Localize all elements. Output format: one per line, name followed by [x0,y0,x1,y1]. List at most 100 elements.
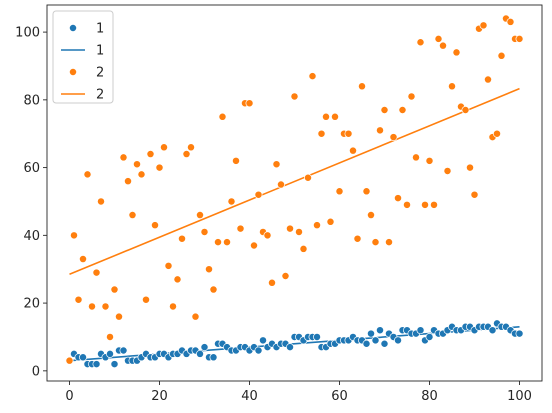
point-series-2 [187,143,195,152]
point-series-2 [65,356,74,365]
point-series-2 [101,302,110,311]
point-series-2 [214,238,222,247]
point-series-2 [106,333,114,341]
point-series-2 [245,99,254,108]
point-series-2 [223,238,231,247]
point-series-2 [263,231,272,240]
point-series-2 [367,211,375,219]
point-series-2 [470,190,479,199]
point-series-2 [439,41,447,50]
point-series-2 [124,177,132,186]
x-tick-label: 60 [331,389,348,404]
point-series-2 [398,106,407,114]
point-series-2 [443,167,452,175]
point-series-1 [110,360,119,369]
legend-label: 1 [96,22,104,37]
x-axis: 0 20 40 60 80 100 [65,381,532,404]
point-series-2 [299,244,308,253]
point-series-2 [317,129,326,138]
point-series-2 [236,224,245,233]
point-series-1 [376,326,384,335]
y-tick-label: 80 [23,93,40,108]
point-series-1 [200,343,209,352]
point-series-2 [335,187,344,196]
point-series-1 [286,343,294,352]
point-series-2 [331,112,339,121]
point-series-2 [434,34,443,43]
point-series-2 [281,272,290,280]
point-series-1 [488,326,497,335]
point-series-2 [191,312,200,321]
point-series-2 [515,34,524,43]
point-series-2 [322,112,330,121]
point-series-2 [380,106,389,114]
point-series-2 [137,170,146,179]
point-series-2 [448,82,456,91]
point-series-2 [452,48,461,57]
point-series-2 [272,160,281,169]
point-series-2 [308,72,317,81]
y-tick-label: 40 [23,229,40,244]
plot-marks [65,14,524,369]
point-series-2 [182,150,191,158]
point-series-1 [92,360,101,369]
point-series-2 [133,160,141,169]
point-series-2 [344,129,353,138]
point-series-2 [304,173,312,182]
legend-label: 2 [96,88,104,103]
point-series-2 [250,241,258,250]
point-series-1 [313,333,321,341]
legend-box [52,10,114,104]
point-series-2 [70,231,78,240]
point-series-2 [232,156,240,165]
plot-frame [46,4,543,382]
point-series-2 [394,194,402,203]
point-series-2 [389,133,398,142]
point-series-1 [515,329,524,338]
legend-label: 2 [96,66,104,81]
point-series-2 [479,21,488,30]
point-series-2 [493,129,501,138]
regression-line-2-1 [69,87,520,276]
point-series-2 [79,255,87,264]
x-tick-label: 80 [421,389,438,404]
point-series-2 [358,82,366,91]
point-series-2 [407,92,416,101]
point-series-2 [286,224,294,233]
point-series-1 [209,353,218,362]
point-series-2 [88,302,96,311]
point-series-1 [367,329,375,338]
point-series-2 [461,106,470,114]
point-series-1 [196,349,204,358]
point-series-2 [146,150,155,158]
point-series-2 [326,217,335,226]
point-series-2 [155,163,164,172]
point-series-2 [506,17,515,26]
point-series-2 [178,234,186,243]
point-series-2 [254,190,263,199]
y-axis: 0 20 40 60 80 100 [15,26,47,379]
y-tick-label: 20 [23,297,40,312]
point-series-2 [169,302,177,311]
point-series-2 [173,275,182,284]
point-series-1 [259,336,267,345]
point-series-2 [376,126,384,135]
point-series-2 [164,261,173,270]
legend-marker-1 [69,24,77,32]
y-tick-label: 0 [32,364,40,379]
point-series-2 [205,265,213,274]
point-series-2 [74,295,83,304]
point-series-2 [484,75,492,84]
legend-label: 1 [96,44,104,59]
point-series-2 [362,187,371,196]
point-series-2 [119,153,128,162]
point-series-1 [362,339,371,348]
y-tick-label: 60 [23,161,40,176]
point-series-2 [353,234,362,243]
point-series-2 [425,156,434,165]
point-series-2 [110,285,119,294]
point-series-2 [128,211,137,219]
point-series-1 [371,336,380,345]
point-series-2 [92,268,101,277]
